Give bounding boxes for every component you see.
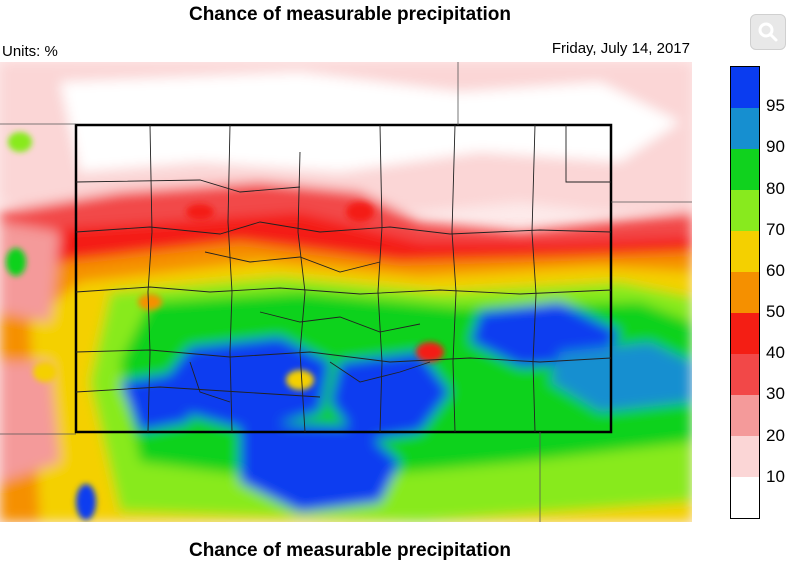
legend-label: 60 [766,260,785,280]
magnifier-icon [758,22,778,42]
legend-swatch [731,149,759,190]
legend-swatch [731,272,759,313]
legend-swatch [731,436,759,477]
legend-label: 50 [766,302,785,322]
precip-field [0,62,692,522]
legend-label: 10 [766,466,785,486]
precipitation-map[interactable] [0,62,692,522]
legend-label: 20 [766,425,785,445]
legend-swatch [731,477,759,518]
legend-label: 70 [766,219,785,239]
legend-swatch [731,354,759,395]
caption: Chance of measurable precipitation [188,540,512,561]
legend-swatch [731,67,759,108]
county-lines [75,124,612,433]
legend-label: 95 [766,96,785,116]
legend-swatch [731,190,759,231]
legend-label: 90 [766,137,785,157]
map-title: Chance of measurable precipitation [188,4,512,25]
state-border [74,123,613,434]
color-legend [730,66,760,519]
zoom-button[interactable] [750,14,786,50]
legend-label: 30 [766,384,785,404]
legend-swatch [731,231,759,272]
legend-label: 80 [766,178,785,198]
legend-swatch [731,395,759,436]
legend-label: 40 [766,343,785,363]
units-label: Units: % [2,43,58,60]
legend-swatch [731,313,759,354]
forecast-date: Friday, July 14, 2017 [551,40,690,57]
legend-swatch [731,108,759,149]
